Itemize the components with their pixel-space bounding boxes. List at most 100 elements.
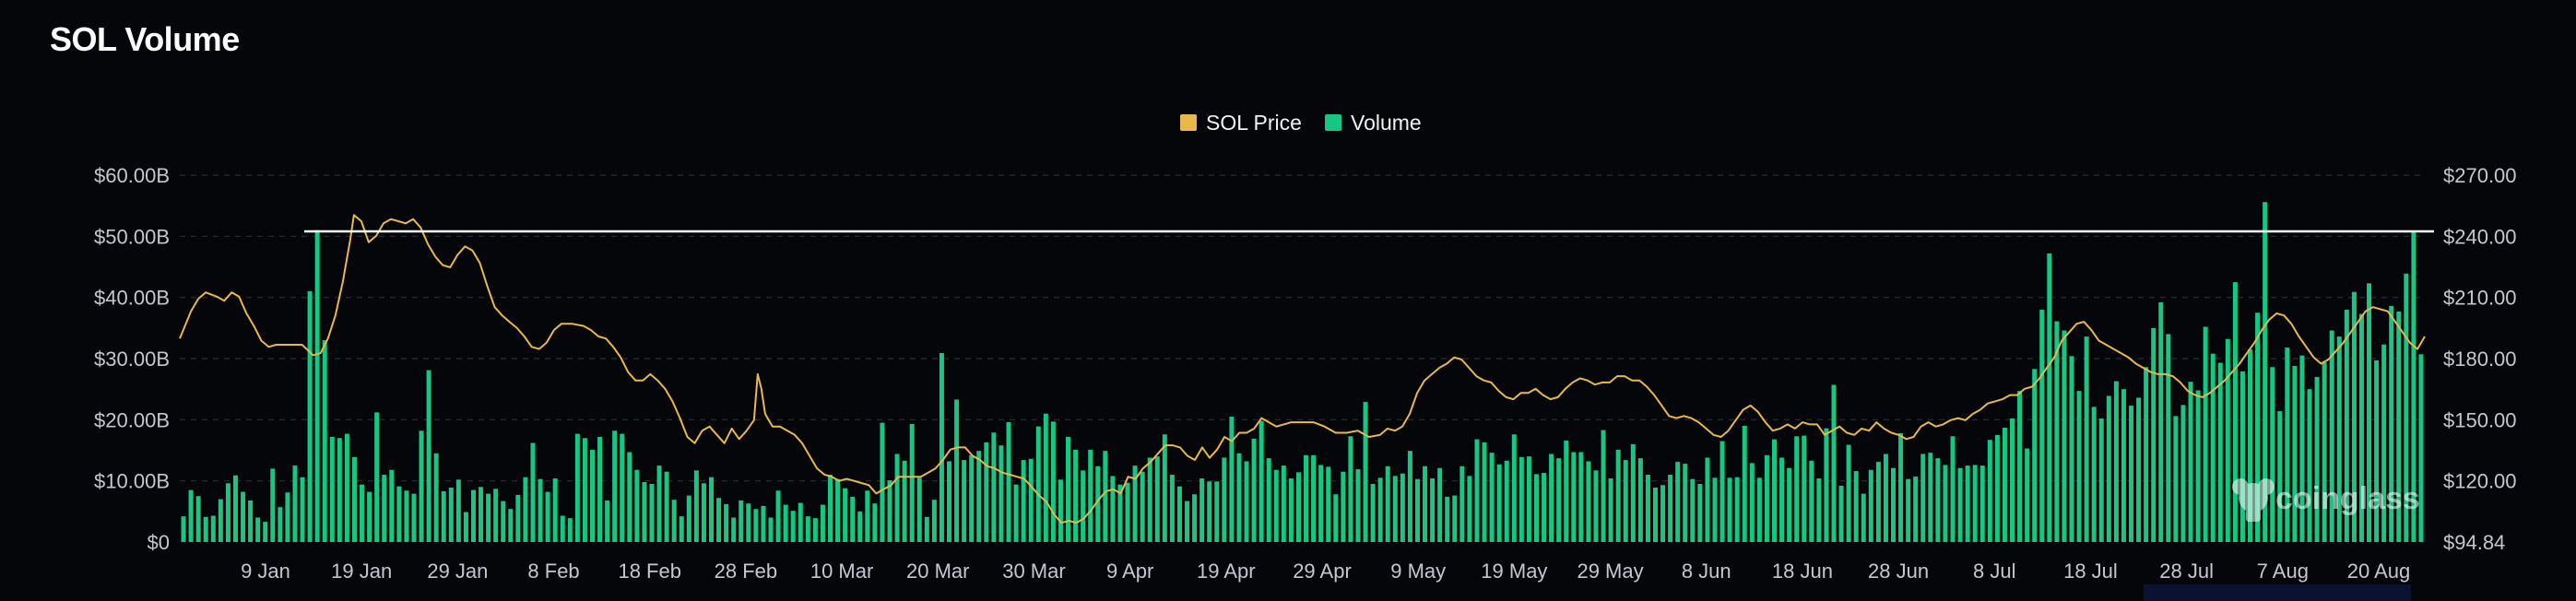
page-title: SOL Volume	[50, 20, 240, 58]
volume-bar	[448, 487, 454, 542]
x-tick-label: 9 Apr	[1106, 560, 1153, 583]
volume-bar	[1846, 444, 1851, 542]
volume-bar	[1467, 476, 1472, 542]
volume-bar	[649, 483, 655, 542]
y-right-tick-label: $180.00	[2443, 348, 2517, 371]
volume-bar	[1043, 413, 1048, 542]
volume-bar	[1749, 463, 1755, 542]
volume-bar	[962, 460, 967, 542]
volume-bar	[1549, 454, 1554, 542]
volume-bar	[1081, 470, 1086, 542]
x-tick-label: 10 Mar	[810, 560, 873, 583]
volume-bar	[909, 423, 915, 542]
volume-bar	[1117, 484, 1123, 542]
volume-bar	[1318, 465, 1324, 542]
volume-bar	[1623, 460, 1628, 542]
volume-bar	[2084, 336, 2089, 542]
volume-bar	[203, 516, 208, 542]
volume-bar	[2025, 448, 2030, 542]
volume-bar	[360, 484, 365, 542]
volume-bar	[1683, 464, 1688, 542]
volume-bar	[1035, 426, 1041, 542]
volume-bar	[270, 468, 276, 542]
volume-bar	[2404, 273, 2409, 542]
volume-bar	[2263, 202, 2268, 542]
y-right-tick-label: $150.00	[2443, 408, 2517, 431]
x-tick-label: 29 May	[1577, 560, 1643, 583]
volume-bar	[2374, 359, 2380, 542]
volume-bar	[947, 461, 952, 542]
volume-bar	[1883, 454, 1888, 542]
volume-bar	[463, 512, 468, 542]
volume-bar	[1979, 465, 1985, 542]
volume-bar	[2010, 418, 2015, 542]
volume-bar	[2329, 330, 2334, 542]
volume-bar	[969, 454, 975, 542]
x-tick-label: 20 Mar	[906, 560, 969, 583]
volume-bar	[1482, 442, 1487, 542]
volume-bar	[2367, 283, 2372, 542]
volume-bar	[574, 433, 580, 542]
bottom-tab-strip	[2144, 584, 2411, 601]
volume-bar	[612, 430, 618, 542]
volume-bar	[1809, 460, 1814, 542]
volume-bar	[620, 433, 625, 542]
volume-bar	[344, 433, 349, 542]
volume-bar	[1511, 434, 1517, 542]
y-right-tick-label: $94.84	[2443, 531, 2505, 554]
volume-bar	[486, 493, 491, 542]
volume-bar	[820, 504, 825, 542]
volume-bar	[634, 469, 640, 542]
volume-bar	[1103, 451, 1108, 542]
volume-bar	[2180, 405, 2186, 542]
volume-bar	[2144, 367, 2149, 542]
volume-bar	[1571, 452, 1577, 542]
volume-bar	[329, 436, 335, 542]
legend-marker-sol-price[interactable]	[1180, 114, 1197, 131]
volume-bar	[300, 477, 305, 542]
x-tick-label: 29 Apr	[1293, 560, 1352, 583]
volume-bar	[589, 449, 595, 542]
volume-bar	[1088, 449, 1093, 542]
legend-marker-volume[interactable]	[1325, 114, 1341, 131]
legend-label-volume[interactable]: Volume	[1351, 111, 1422, 135]
volume-bar	[998, 445, 1004, 542]
legend-label-sol-price[interactable]: SOL Price	[1206, 111, 1302, 135]
volume-bar	[2106, 395, 2111, 542]
volume-bar	[664, 471, 669, 542]
volume-bar	[1192, 494, 1198, 542]
volume-bar	[1868, 469, 1873, 542]
volume-bar	[2299, 355, 2305, 542]
volume-bar	[1066, 436, 1071, 542]
volume-bar	[1496, 464, 1502, 542]
volume-bar	[1652, 487, 1658, 542]
volume-bar	[1236, 453, 1242, 542]
volume-bar	[1564, 440, 1569, 542]
x-tick-label: 19 Apr	[1197, 560, 1256, 583]
volume-bar	[2166, 334, 2171, 542]
volume-bar	[419, 430, 424, 542]
volume-bar	[2069, 356, 2074, 542]
volume-bar	[307, 291, 313, 542]
volume-bar	[2173, 416, 2179, 542]
y-right-tick-label: $210.00	[2443, 287, 2517, 310]
volume-bar	[2255, 312, 2261, 542]
volume-bar	[1690, 478, 1696, 542]
volume-bar	[939, 353, 944, 542]
y-left-tick-label: $40.00B	[94, 287, 170, 310]
volume-bar	[605, 500, 610, 542]
volume-bar	[1668, 475, 1673, 542]
volume-bar	[1028, 458, 1034, 542]
volume-bar	[2188, 382, 2193, 542]
volume-bar	[984, 442, 989, 542]
volume-bar	[508, 509, 514, 542]
volume-bar	[850, 496, 856, 542]
volume-bar	[924, 516, 929, 542]
volume-bar	[322, 340, 327, 542]
volume-bar	[1214, 481, 1220, 542]
volume-bar	[441, 490, 446, 542]
volume-bar	[1727, 477, 1732, 542]
volume-bar	[1132, 465, 1138, 542]
x-tick-label: 28 Jul	[2159, 560, 2214, 583]
